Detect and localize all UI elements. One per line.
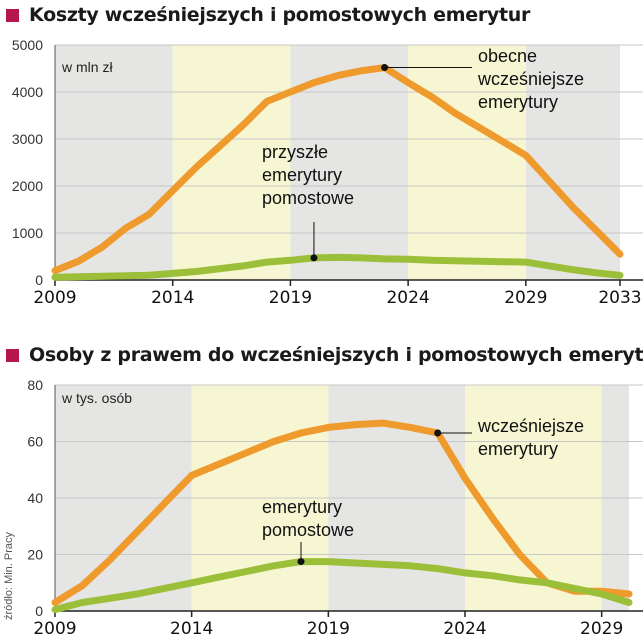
y-tick-label-4000: 4000 [12,84,43,100]
title-square-icon [6,8,19,22]
unit-label: w tys. osób [61,390,132,406]
series-label-line: emerytury [262,497,342,517]
series-label-przyszle-emerytury-pomostowe: przyszłe emerytury pomostowe [262,142,354,208]
series-label-line: obecne [478,46,537,66]
callout-dot-emerytury-pomostowe [297,558,305,566]
callout-dot-obecne-wczesniejsze-emerytury [381,64,389,72]
y-tick-label-80: 80 [27,377,43,393]
series-line-obecne-wczesniejsze-emerytury [51,64,624,275]
band-2014-2019 [172,45,291,280]
x-tick-label-2033: 2033 [598,288,641,308]
series-label-line: wcześniejsze [477,69,584,89]
x-tick-label-2014: 2014 [151,288,194,308]
y-tick-label-60: 60 [27,434,43,450]
title-square-icon [6,348,19,362]
y-tick-label-2000: 2000 [12,178,43,194]
y-tick-label-5000: 5000 [12,37,43,53]
y-tick-label-20: 20 [27,547,43,563]
series-label-line: emerytury [478,439,558,459]
series-label-obecne-wczesniejsze-emerytury: obecne wcześniejsze emerytury [477,46,584,112]
x-tick-label-2024: 2024 [443,619,486,639]
x-tick-label-2014: 2014 [170,619,213,639]
y-tick-label-1000: 1000 [12,225,43,241]
x-tick-label-2009: 2009 [33,288,76,308]
callout-dot-przyszle-emerytury-pomostowe [310,254,318,262]
chart-title-costs: Koszty wcześniejszych i pomostowych emer… [6,4,530,26]
x-tick-label-2029: 2029 [504,288,547,308]
series-line-przyszle-emerytury-pomostowe [51,253,624,281]
x-tick-label-2009: 2009 [33,619,76,639]
series-label-line: wcześniejsze [477,416,584,436]
x-tick-label-2024: 2024 [386,288,429,308]
chart-title-people: Osoby z prawem do wcześniejszych i pomos… [6,344,643,366]
unit-label: w mln zł [61,59,113,75]
series-label-wczesniejsze-emerytury: wcześniejsze emerytury [477,416,584,459]
series-line-emerytury-pomostowe [51,558,633,614]
source-note: źródło: Min. Pracy [3,531,15,620]
costs-chart: 0 1000 2000 3000 4000 5000 2009 2014 2019 2024 202… [12,37,643,308]
series-label-line: emerytury [478,92,558,112]
callout-dot-wczesniejsze-emerytury [434,429,442,437]
series-label-line: pomostowe [262,520,354,540]
series-label-line: emerytury [262,165,342,185]
chart-title-people-text: Osoby z prawem do wcześniejszych i pomos… [29,344,643,366]
x-tick-label-2019: 2019 [307,619,350,639]
x-tick-label-2019: 2019 [269,288,312,308]
band-2024-2029 [408,45,526,280]
series-label-emerytury-pomostowe: emerytury pomostowe [262,497,354,540]
chart-title-costs-text: Koszty wcześniejszych i pomostowych emer… [29,4,531,26]
series-line-wczesniejsze-emerytury [51,419,633,606]
series-label-line: pomostowe [262,188,354,208]
y-tick-label-0: 0 [35,272,43,288]
y-tick-label-3000: 3000 [12,131,43,147]
series-label-line: przyszłe [262,142,328,162]
y-tick-label-0: 0 [35,603,43,619]
x-tick-label-2029: 2029 [580,619,623,639]
y-tick-label-40: 40 [27,490,43,506]
gridlines [55,384,643,555]
gridlines [55,44,643,234]
